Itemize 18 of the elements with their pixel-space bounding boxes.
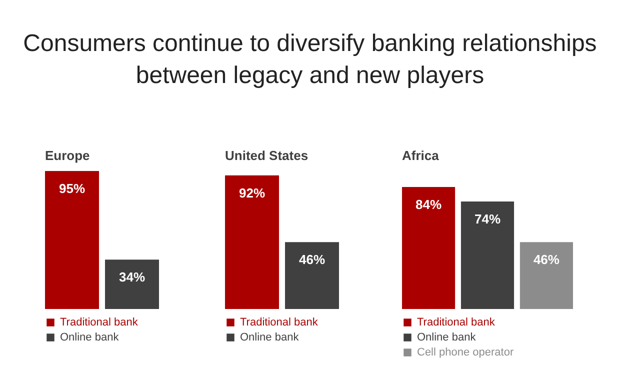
chart-title: Africa [402,148,440,163]
data-label: 46% [298,252,326,268]
data-label: 84% [416,196,442,212]
chart-title: Europe [45,148,90,163]
data-label: 74% [474,212,501,227]
legend-label: Traditional bank [60,316,138,328]
legend-label: Online bank [240,332,300,344]
legend-label: Online bank [60,332,120,344]
legend-label: Traditional bank [417,316,496,328]
chart-title: United States [225,148,308,163]
data-label: 92% [238,185,266,200]
text: Consumers continue to diversify banking relationships between legacy and new players [22,29,598,91]
data-label: 46% [533,252,560,268]
data-label: 34% [118,270,146,285]
data-label: 95% [58,181,86,196]
legend-label: Online bank [417,332,476,344]
legend-label: Cell phone operator [417,346,514,358]
legend-label: Traditional bank [240,316,318,328]
